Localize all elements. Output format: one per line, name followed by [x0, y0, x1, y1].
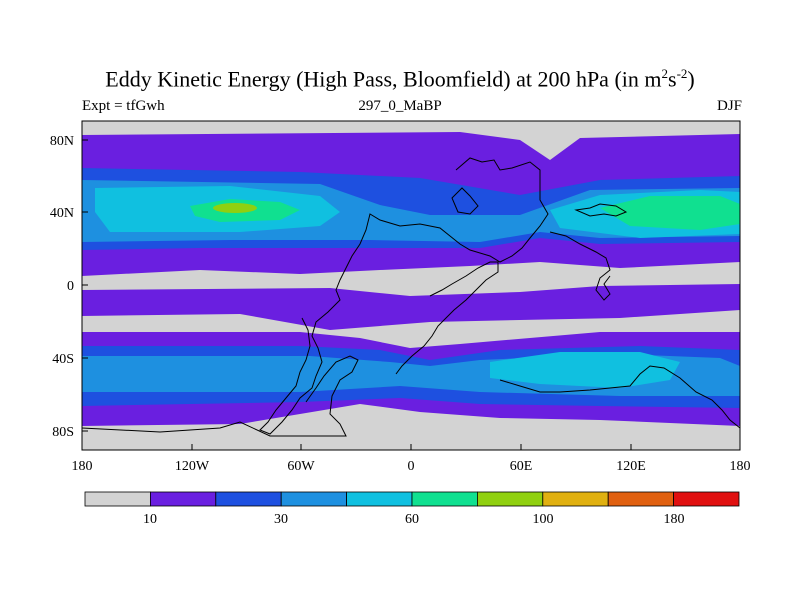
y-tick-label: 80N	[50, 134, 74, 149]
y-axis: 80N 40N 0 40S 80S	[50, 134, 88, 440]
y-tick-label: 80S	[52, 425, 74, 440]
coastline-antarctica	[82, 355, 359, 437]
colorbar-label: 100	[533, 512, 554, 527]
coastlines	[82, 157, 740, 437]
x-tick-label: 120W	[175, 459, 210, 474]
contour-nh-level6	[213, 203, 257, 213]
experiment-label: Expt = tfGwh	[82, 98, 165, 114]
colorbar-swatch	[476, 491, 544, 507]
y-tick-label: 0	[67, 279, 74, 294]
y-tick-label: 40S	[52, 352, 74, 367]
x-tick-label: 60W	[287, 459, 315, 474]
colorbar-swatch	[542, 491, 609, 507]
colorbar-label: 180	[664, 512, 685, 527]
coastline-north-america	[259, 157, 549, 435]
x-tick-label: 0	[408, 459, 415, 474]
coastline-greenland	[451, 187, 479, 215]
colorbar-label: 60	[405, 512, 419, 527]
contour-sh-level4	[490, 352, 680, 388]
coastline-east	[574, 203, 628, 217]
x-tick-label: 180	[72, 459, 93, 474]
colorbar-swatch	[84, 491, 151, 507]
y-tick-label: 40N	[50, 206, 74, 221]
colorbar-swatch	[346, 491, 413, 507]
contour-field	[82, 121, 740, 450]
x-tick-label: 120E	[616, 459, 646, 474]
colorbar-swatch	[149, 491, 217, 507]
contour-tropics-level1	[82, 284, 740, 330]
colorbar-swatch	[280, 491, 348, 507]
coastline-south-america	[395, 261, 499, 375]
chart-title: Eddy Kinetic Energy (High Pass, Bloomfie…	[105, 66, 695, 92]
colorbar	[84, 491, 740, 507]
run-label: 297_0_MaBP	[358, 98, 442, 114]
colorbar-label: 30	[274, 512, 288, 527]
colorbar-swatch	[215, 491, 282, 507]
coastline-africa	[549, 231, 611, 301]
colorbar-label: 10	[143, 512, 157, 527]
x-axis: 180 120W 60W 0 60E 120E 180	[72, 444, 751, 474]
contour-nh-level5	[600, 196, 740, 230]
season-label: DJF	[716, 98, 742, 114]
colorbar-swatch	[411, 491, 478, 507]
colorbar-labels: 10 30 60 100 180	[143, 512, 685, 527]
colorbar-swatch	[673, 491, 740, 507]
x-tick-label: 180	[730, 459, 751, 474]
colorbar-swatch	[607, 491, 675, 507]
coastline-asia-south	[499, 365, 740, 429]
x-tick-label: 60E	[510, 459, 533, 474]
